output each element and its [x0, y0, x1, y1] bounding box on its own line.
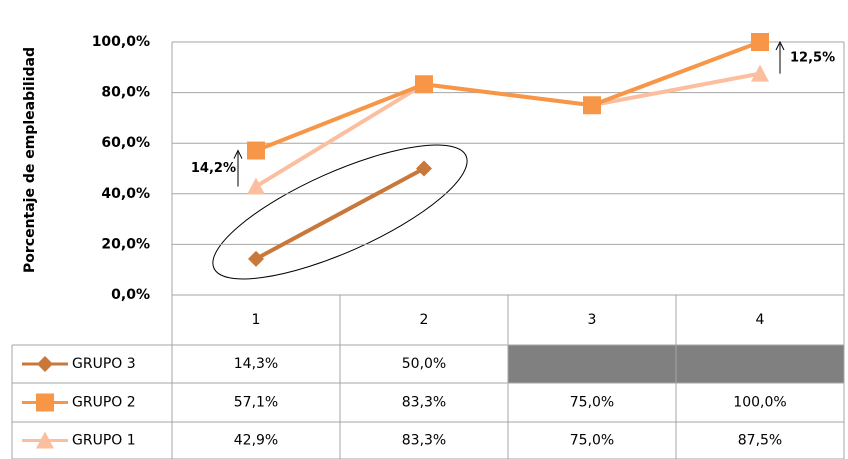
table-cell: 83,3% — [402, 395, 446, 411]
x-tick-label: 2 — [420, 312, 429, 328]
annotation-arrowhead — [233, 149, 243, 159]
annotation: 14,2% — [191, 161, 236, 176]
y-axis-label: Porcentaje de empleabilidad — [22, 47, 38, 273]
table-cell: 75,0% — [570, 395, 614, 411]
data-point — [247, 177, 265, 195]
x-tick-label: 1 — [252, 312, 261, 328]
y-tick-label: 100,0% — [92, 34, 150, 50]
series-line — [255, 40, 761, 153]
legend-marker — [37, 356, 53, 372]
table-cell: 87,5% — [738, 433, 782, 449]
x-tick-label: 3 — [588, 312, 597, 328]
legend-label: GRUPO 3 — [72, 356, 136, 372]
legend-label: GRUPO 1 — [72, 433, 136, 449]
table-cell: 50,0% — [402, 356, 446, 372]
annotation: 12,5% — [790, 50, 835, 65]
table-cell: 75,0% — [570, 433, 614, 449]
data-point — [751, 64, 769, 82]
data-point — [248, 250, 264, 267]
x-tick-label: 4 — [756, 312, 765, 328]
y-tick-label: 80,0% — [101, 85, 150, 101]
data-point — [247, 141, 265, 160]
empty-cell — [676, 345, 844, 383]
y-tick-label: 20,0% — [101, 236, 150, 252]
legend-label: GRUPO 2 — [72, 395, 136, 411]
y-tick-label: 60,0% — [101, 135, 150, 151]
data-point — [583, 96, 601, 115]
data-point — [415, 75, 433, 94]
table-cell: 14,3% — [234, 356, 278, 372]
annotation-arrowhead — [775, 40, 785, 51]
series-line — [254, 71, 761, 189]
empty-cell — [508, 345, 676, 383]
table-cell: 100,0% — [733, 395, 786, 411]
legend-marker — [36, 431, 54, 449]
data-point — [751, 33, 769, 51]
y-tick-label: 40,0% — [101, 186, 150, 202]
legend-marker — [36, 393, 54, 412]
y-tick-label: 0,0% — [111, 287, 150, 303]
table-cell: 42,9% — [234, 433, 278, 449]
table-cell: 57,1% — [234, 395, 278, 411]
table-cell: 83,3% — [402, 433, 446, 449]
data-point — [416, 160, 432, 177]
series-line — [255, 166, 425, 261]
highlight-ellipse — [212, 144, 468, 280]
